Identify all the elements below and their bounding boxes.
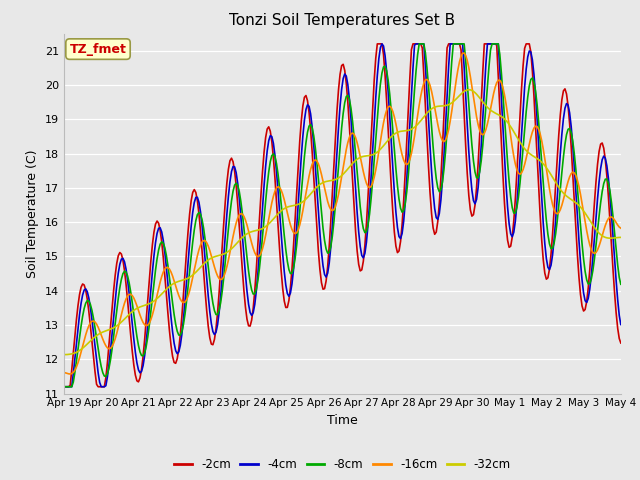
-2cm: [226, 158, 234, 164]
-4cm: [254, 271, 262, 276]
-16cm: [617, 225, 625, 231]
-32cm: [303, 194, 311, 200]
-4cm: [588, 272, 595, 278]
-8cm: [617, 281, 625, 287]
Line: -4cm: -4cm: [64, 44, 621, 387]
Legend: -2cm, -4cm, -8cm, -16cm, -32cm: -2cm, -4cm, -8cm, -16cm, -32cm: [169, 454, 516, 476]
Text: TZ_fmet: TZ_fmet: [70, 43, 127, 56]
-16cm: [67, 371, 74, 377]
-8cm: [244, 268, 252, 274]
Title: Tonzi Soil Temperatures Set B: Tonzi Soil Temperatures Set B: [229, 13, 456, 28]
Line: -32cm: -32cm: [64, 90, 621, 355]
-32cm: [254, 227, 262, 233]
-8cm: [129, 300, 136, 305]
-32cm: [617, 235, 625, 240]
-4cm: [129, 321, 136, 327]
-4cm: [617, 322, 625, 327]
Line: -8cm: -8cm: [64, 44, 621, 387]
-8cm: [254, 278, 262, 284]
-32cm: [465, 87, 473, 93]
-2cm: [129, 348, 136, 354]
-2cm: [244, 323, 252, 329]
-4cm: [378, 41, 386, 47]
-16cm: [255, 253, 263, 259]
-8cm: [60, 384, 68, 390]
Line: -2cm: -2cm: [64, 44, 621, 387]
Y-axis label: Soil Temperature (C): Soil Temperature (C): [26, 149, 40, 278]
-4cm: [244, 301, 252, 307]
-2cm: [303, 98, 311, 104]
X-axis label: Time: Time: [327, 414, 358, 427]
-8cm: [303, 129, 311, 135]
-16cm: [246, 234, 254, 240]
-16cm: [460, 50, 468, 56]
-2cm: [60, 384, 68, 390]
-32cm: [60, 352, 68, 358]
-2cm: [588, 245, 595, 251]
-2cm: [374, 41, 381, 47]
-32cm: [588, 220, 595, 226]
-16cm: [130, 295, 138, 301]
-2cm: [254, 242, 262, 248]
-4cm: [303, 102, 311, 108]
Line: -16cm: -16cm: [64, 53, 621, 374]
-16cm: [589, 250, 596, 255]
-8cm: [415, 41, 423, 47]
-16cm: [60, 370, 68, 375]
-32cm: [226, 247, 234, 253]
-16cm: [305, 173, 313, 179]
-4cm: [60, 384, 68, 390]
-4cm: [226, 179, 234, 185]
-16cm: [228, 241, 236, 247]
-32cm: [244, 230, 252, 236]
-8cm: [588, 276, 595, 282]
-2cm: [617, 340, 625, 346]
-32cm: [129, 309, 136, 314]
-8cm: [226, 211, 234, 216]
